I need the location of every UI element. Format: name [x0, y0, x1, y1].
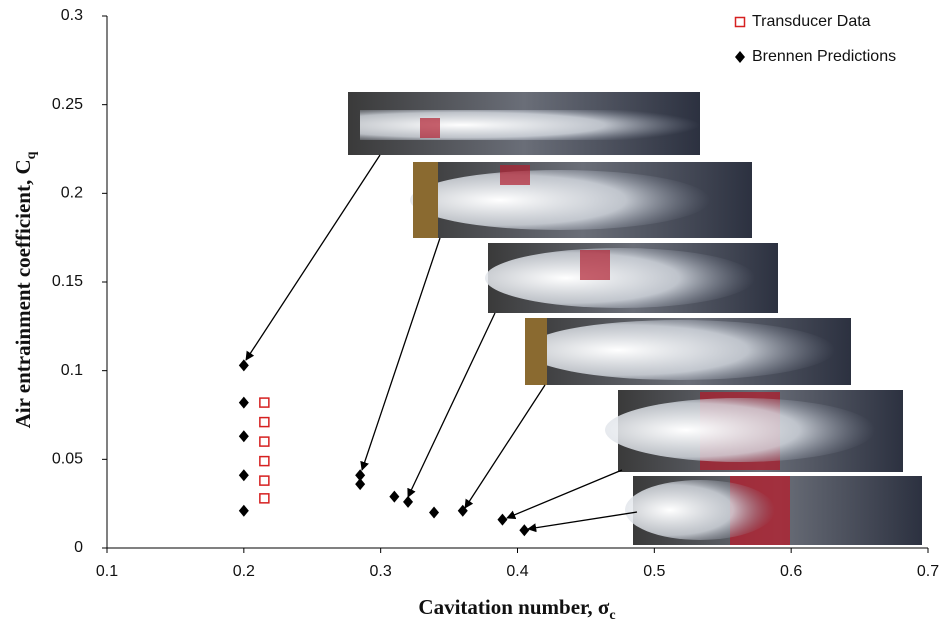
legend-marker — [735, 51, 745, 63]
legend-label: Brennen Predictions — [752, 48, 896, 65]
y-tick-label: 0.2 — [61, 185, 83, 202]
arrow — [507, 470, 622, 518]
arrow — [465, 385, 545, 508]
square-marker — [260, 398, 269, 407]
diamond-marker — [519, 524, 529, 536]
arrow — [362, 238, 440, 470]
diamond-marker — [239, 397, 249, 409]
photo — [605, 390, 903, 472]
x-label-sub: c — [609, 608, 615, 623]
diamond-marker — [239, 469, 249, 481]
x-tick-label: 0.2 — [233, 563, 255, 580]
diamond-marker — [355, 478, 365, 490]
photos — [348, 92, 922, 545]
photo — [348, 92, 700, 155]
x-axis-label: Cavitation number, σc — [418, 595, 615, 623]
x-tick-label: 0.3 — [370, 563, 392, 580]
y-label-text: Air entrainment coefficient, C — [11, 159, 35, 428]
photo — [625, 476, 922, 545]
x-tick-label: 0.5 — [643, 563, 665, 580]
square-marker — [260, 476, 269, 485]
diamond-marker — [497, 514, 507, 526]
arrow — [246, 155, 380, 360]
x-tick-label: 0.7 — [917, 563, 939, 580]
x-tick-label: 0.4 — [506, 563, 528, 580]
diamond-marker — [429, 507, 439, 519]
diamond-marker — [389, 491, 399, 503]
y-tick-label: 0.3 — [61, 7, 83, 24]
photo — [485, 243, 778, 313]
y-tick-label: 0 — [74, 539, 83, 556]
photo — [410, 162, 752, 238]
diamond-marker — [403, 496, 413, 508]
x-label-text: Cavitation number, σ — [418, 595, 609, 619]
arrow — [528, 512, 637, 529]
diamond-marker — [239, 430, 249, 442]
photo — [525, 318, 851, 385]
arrow — [408, 313, 495, 497]
square-marker — [260, 437, 269, 446]
y-tick-label: 0.25 — [52, 96, 83, 113]
x-tick-label: 0.1 — [96, 563, 118, 580]
diamond-marker — [239, 505, 249, 517]
square-marker — [260, 457, 269, 466]
y-tick-label: 0.05 — [52, 451, 83, 468]
x-tick-label: 0.6 — [780, 563, 802, 580]
y-label-sub: q — [24, 151, 39, 159]
square-marker — [260, 418, 269, 427]
chart: Cavitation number, σc Air entrainment co… — [0, 0, 948, 631]
square-marker — [260, 494, 269, 503]
legend-label: Transducer Data — [752, 13, 871, 30]
y-tick-label: 0.15 — [52, 273, 83, 290]
legend-marker — [736, 18, 745, 27]
diamond-marker — [239, 359, 249, 371]
y-axis-label: Air entrainment coefficient, Cq — [11, 151, 39, 428]
y-tick-label: 0.1 — [61, 362, 83, 379]
